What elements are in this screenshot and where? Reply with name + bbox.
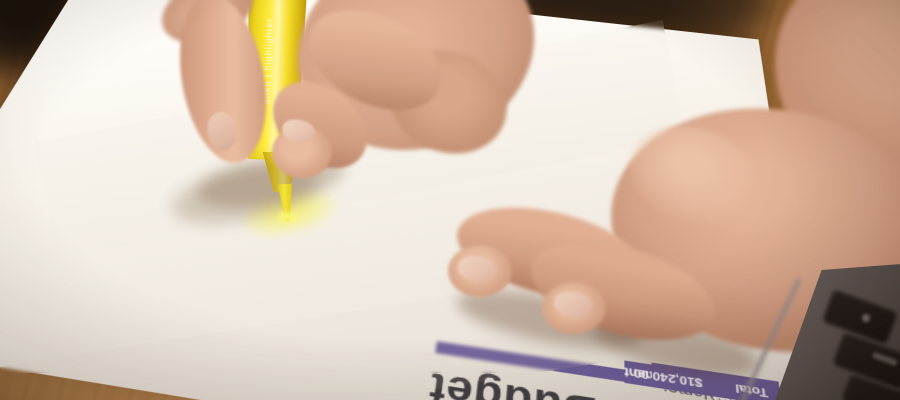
highlighter-tip-contact xyxy=(278,212,298,222)
laptop-key-glyph xyxy=(862,314,870,322)
